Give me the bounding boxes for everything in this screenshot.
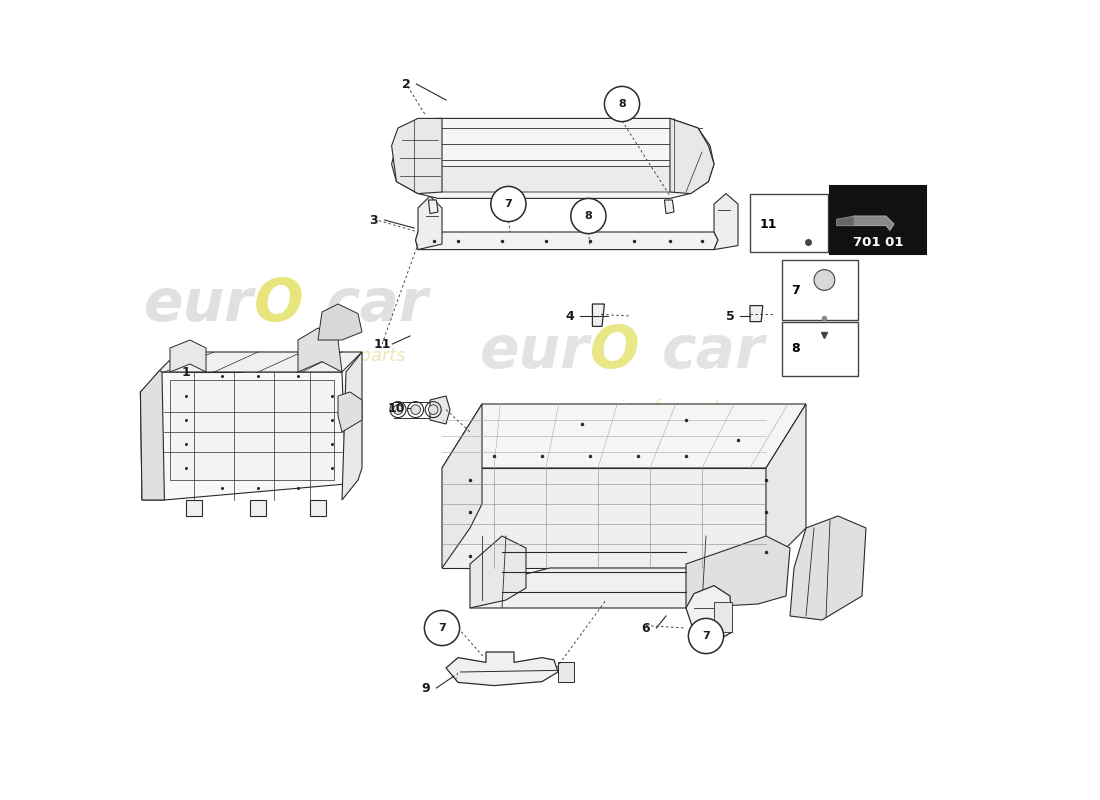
Polygon shape — [836, 216, 894, 230]
Text: 701 01: 701 01 — [852, 236, 903, 249]
Text: since 1985: since 1985 — [262, 379, 361, 397]
FancyBboxPatch shape — [830, 186, 926, 254]
Text: 7: 7 — [505, 199, 513, 209]
Polygon shape — [686, 536, 790, 608]
Circle shape — [393, 405, 403, 414]
Text: 8: 8 — [792, 342, 800, 355]
Text: 7: 7 — [702, 631, 710, 641]
Polygon shape — [750, 306, 762, 322]
FancyBboxPatch shape — [750, 194, 828, 252]
Text: 7: 7 — [438, 623, 446, 633]
Text: 3: 3 — [370, 214, 378, 226]
Polygon shape — [686, 586, 733, 640]
Text: 8: 8 — [618, 99, 626, 109]
Polygon shape — [442, 404, 482, 568]
Text: eur: eur — [480, 323, 590, 381]
Polygon shape — [714, 602, 733, 632]
Circle shape — [410, 405, 420, 414]
Text: 8: 8 — [584, 211, 592, 221]
Circle shape — [604, 86, 639, 122]
Polygon shape — [446, 652, 558, 686]
Text: a passion for parts: a passion for parts — [562, 399, 729, 417]
Polygon shape — [714, 194, 738, 250]
Circle shape — [689, 618, 724, 654]
Polygon shape — [428, 200, 438, 214]
Polygon shape — [342, 352, 362, 500]
Text: eur: eur — [144, 275, 254, 333]
Polygon shape — [298, 328, 342, 372]
Polygon shape — [186, 500, 202, 516]
Polygon shape — [416, 196, 442, 250]
Text: 5: 5 — [726, 310, 735, 322]
Text: 2: 2 — [402, 78, 410, 90]
Text: 7: 7 — [792, 284, 801, 297]
Polygon shape — [442, 468, 766, 568]
Text: 10: 10 — [387, 402, 405, 414]
Text: 11: 11 — [373, 338, 390, 350]
Polygon shape — [406, 166, 708, 192]
Circle shape — [571, 198, 606, 234]
Polygon shape — [766, 404, 806, 568]
Text: 11: 11 — [760, 218, 777, 230]
Text: O: O — [254, 275, 304, 333]
Polygon shape — [430, 396, 450, 424]
Circle shape — [814, 270, 835, 290]
FancyBboxPatch shape — [782, 322, 858, 376]
Polygon shape — [670, 118, 714, 194]
Polygon shape — [470, 536, 526, 608]
Polygon shape — [338, 392, 362, 432]
Text: 9: 9 — [421, 682, 430, 694]
Polygon shape — [558, 662, 574, 682]
Circle shape — [428, 405, 438, 414]
Text: a passion for parts: a passion for parts — [238, 347, 406, 365]
FancyBboxPatch shape — [782, 260, 858, 320]
Polygon shape — [470, 568, 766, 608]
Polygon shape — [392, 118, 442, 194]
Polygon shape — [392, 118, 714, 198]
Polygon shape — [141, 370, 164, 500]
Polygon shape — [790, 516, 866, 620]
Polygon shape — [142, 352, 362, 392]
Polygon shape — [250, 500, 266, 516]
Text: car: car — [662, 323, 764, 381]
Polygon shape — [318, 304, 362, 340]
Polygon shape — [170, 380, 334, 480]
Polygon shape — [170, 340, 206, 372]
Circle shape — [425, 610, 460, 646]
Text: 1: 1 — [182, 366, 190, 378]
Polygon shape — [593, 304, 604, 326]
Text: 6: 6 — [641, 622, 650, 634]
Text: since 1985: since 1985 — [586, 431, 684, 449]
Text: car: car — [326, 275, 429, 333]
Polygon shape — [310, 500, 326, 516]
Polygon shape — [664, 200, 674, 214]
Text: 4: 4 — [565, 310, 574, 322]
Polygon shape — [141, 372, 346, 500]
Circle shape — [491, 186, 526, 222]
Polygon shape — [416, 232, 718, 250]
Text: O: O — [590, 323, 639, 381]
Polygon shape — [836, 216, 854, 226]
Polygon shape — [442, 404, 806, 468]
